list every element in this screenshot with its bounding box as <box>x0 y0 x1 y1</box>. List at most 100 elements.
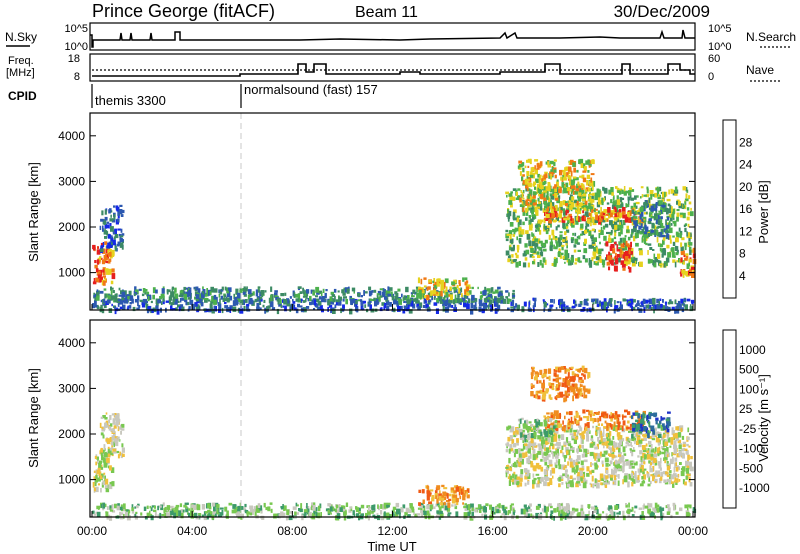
range-cell <box>173 512 176 519</box>
range-cell <box>113 441 115 448</box>
range-cell <box>666 511 671 515</box>
range-cell <box>557 192 560 195</box>
range-cell <box>507 258 511 263</box>
range-cell <box>561 445 564 450</box>
range-cell <box>438 295 443 301</box>
range-cell <box>565 182 569 188</box>
range-cell <box>646 304 650 309</box>
range-cell <box>335 509 340 514</box>
range-cell <box>420 502 424 506</box>
range-cell <box>544 462 548 466</box>
range-cell <box>440 284 444 291</box>
range-cell <box>304 512 307 516</box>
range-cell <box>526 178 530 182</box>
range-cell <box>106 231 109 236</box>
range-cell <box>119 306 123 310</box>
range-cell <box>439 510 443 514</box>
range-cell <box>566 172 569 177</box>
range-cell <box>352 510 355 516</box>
range-cell <box>327 306 329 312</box>
range-cell <box>616 224 619 229</box>
range-cell <box>655 209 658 213</box>
range-cell <box>148 295 152 300</box>
range-cell <box>201 296 204 300</box>
range-cell <box>570 465 574 468</box>
range-cell <box>688 474 691 477</box>
range-cell <box>571 196 575 201</box>
range-cell <box>122 453 125 457</box>
range-cell <box>647 508 652 514</box>
range-cell <box>633 202 636 208</box>
range-cell <box>283 512 286 517</box>
range-cell <box>655 187 660 191</box>
range-cell <box>505 191 510 195</box>
range-cell <box>536 167 540 170</box>
range-cell <box>640 223 643 229</box>
range-cell <box>532 191 536 196</box>
range-cell <box>641 229 644 233</box>
range-cell <box>556 179 559 182</box>
range-cell <box>550 505 553 509</box>
range-cell <box>314 510 317 513</box>
range-cell <box>653 458 657 463</box>
range-cell <box>683 298 687 302</box>
range-cell <box>547 182 551 187</box>
range-cell <box>560 366 564 370</box>
range-cell <box>168 299 172 305</box>
range-cell <box>559 256 563 259</box>
range-cell <box>689 232 692 237</box>
range-cell <box>539 478 544 482</box>
range-cell <box>122 508 126 512</box>
range-cell <box>587 422 590 428</box>
range-cell <box>95 461 98 466</box>
range-cell <box>437 511 440 514</box>
range-cell <box>549 219 552 224</box>
range-cell <box>489 504 492 510</box>
range-cell <box>387 502 391 506</box>
range-cell <box>97 467 101 470</box>
range-cell <box>428 511 431 515</box>
range-cell <box>211 295 214 302</box>
range-cell <box>204 298 208 303</box>
range-cell <box>521 176 524 182</box>
range-cell <box>608 300 612 307</box>
range-cell <box>120 452 123 459</box>
range-cell <box>668 479 672 485</box>
range-cell <box>679 303 682 310</box>
range-cell <box>509 435 513 441</box>
range-cell <box>600 226 603 232</box>
range-cell <box>561 426 566 432</box>
range-cell <box>259 307 262 310</box>
range-cell <box>542 387 545 393</box>
range-cell <box>549 241 553 248</box>
range-cell <box>609 440 613 446</box>
range-cell <box>522 180 527 185</box>
range-cell <box>570 185 574 189</box>
range-cell <box>110 238 114 244</box>
range-cell <box>150 507 153 512</box>
range-cell <box>399 508 401 515</box>
range-cell <box>670 437 675 440</box>
range-cell <box>576 448 579 454</box>
range-cell <box>599 241 601 245</box>
range-cell <box>346 288 350 294</box>
range-cell <box>462 277 465 282</box>
range-cell <box>147 306 151 310</box>
range-cell <box>641 237 644 243</box>
range-cell <box>534 246 537 251</box>
range-cell <box>502 505 505 511</box>
range-cell <box>678 450 682 457</box>
range-cell <box>333 288 337 293</box>
range-cell <box>581 365 585 370</box>
range-cell <box>666 504 670 508</box>
range-cell <box>671 252 675 258</box>
range-cell <box>555 395 560 399</box>
range-cell <box>583 459 588 463</box>
range-cell <box>595 256 600 261</box>
range-cell <box>516 431 520 435</box>
range-cell <box>137 300 139 307</box>
range-cell <box>477 504 481 509</box>
range-cell <box>667 203 671 207</box>
range-cell <box>406 295 410 300</box>
range-cell <box>144 289 148 292</box>
